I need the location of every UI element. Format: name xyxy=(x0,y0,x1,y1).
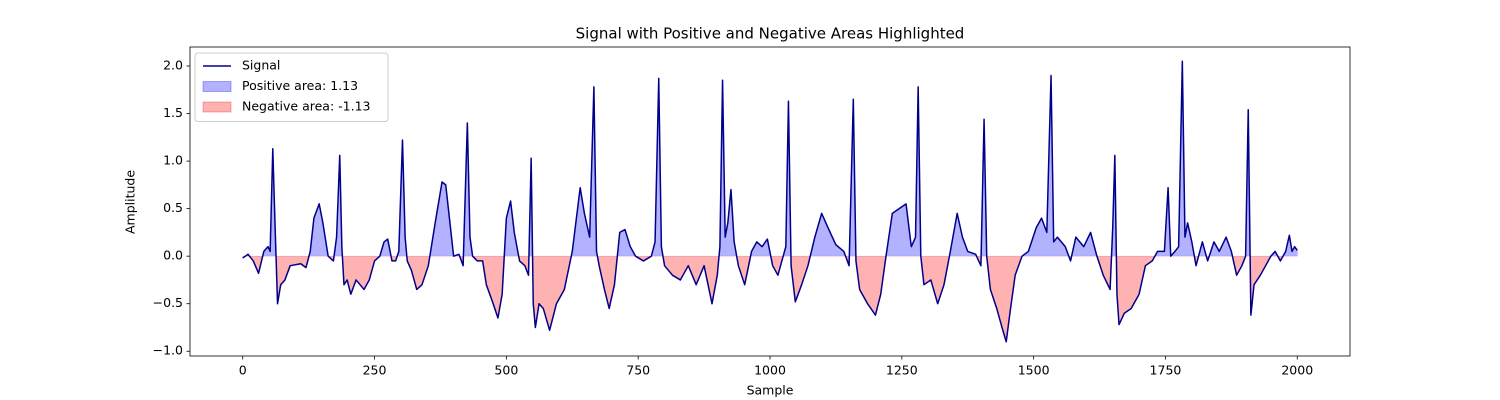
legend-label: Positive area: 1.13 xyxy=(242,78,358,93)
x-tick-label: 1500 xyxy=(1018,363,1050,378)
legend-swatch xyxy=(202,81,232,92)
x-tick-label: 2000 xyxy=(1281,363,1313,378)
y-tick-label: 1.5 xyxy=(163,105,183,120)
y-tick-label: 2.0 xyxy=(163,58,183,73)
legend-box xyxy=(194,52,389,122)
x-tick-label: 250 xyxy=(363,363,387,378)
y-axis-label: Amplitude xyxy=(123,170,138,234)
y-tick-label: 0.5 xyxy=(163,200,183,215)
x-tick-label: 500 xyxy=(494,363,518,378)
y-tick-label: −1.0 xyxy=(153,343,183,358)
x-tick-label: 1000 xyxy=(754,363,786,378)
legend-swatch xyxy=(202,101,232,113)
chart-title: Signal with Positive and Negative Areas … xyxy=(576,25,965,43)
x-tick-label: 750 xyxy=(626,363,650,378)
x-tick-label: 0 xyxy=(239,363,247,378)
signal-line xyxy=(242,60,1298,343)
x-tick-label: 1750 xyxy=(1150,363,1182,378)
legend-label: Signal xyxy=(242,58,280,73)
y-tick-label: 1.0 xyxy=(163,153,183,168)
y-tick-label: 0.0 xyxy=(163,248,183,263)
x-axis-label: Sample xyxy=(747,383,794,398)
x-tick-label: 1250 xyxy=(886,363,918,378)
legend-label: Negative area: -1.13 xyxy=(242,99,370,114)
y-tick-label: −0.5 xyxy=(153,295,183,310)
